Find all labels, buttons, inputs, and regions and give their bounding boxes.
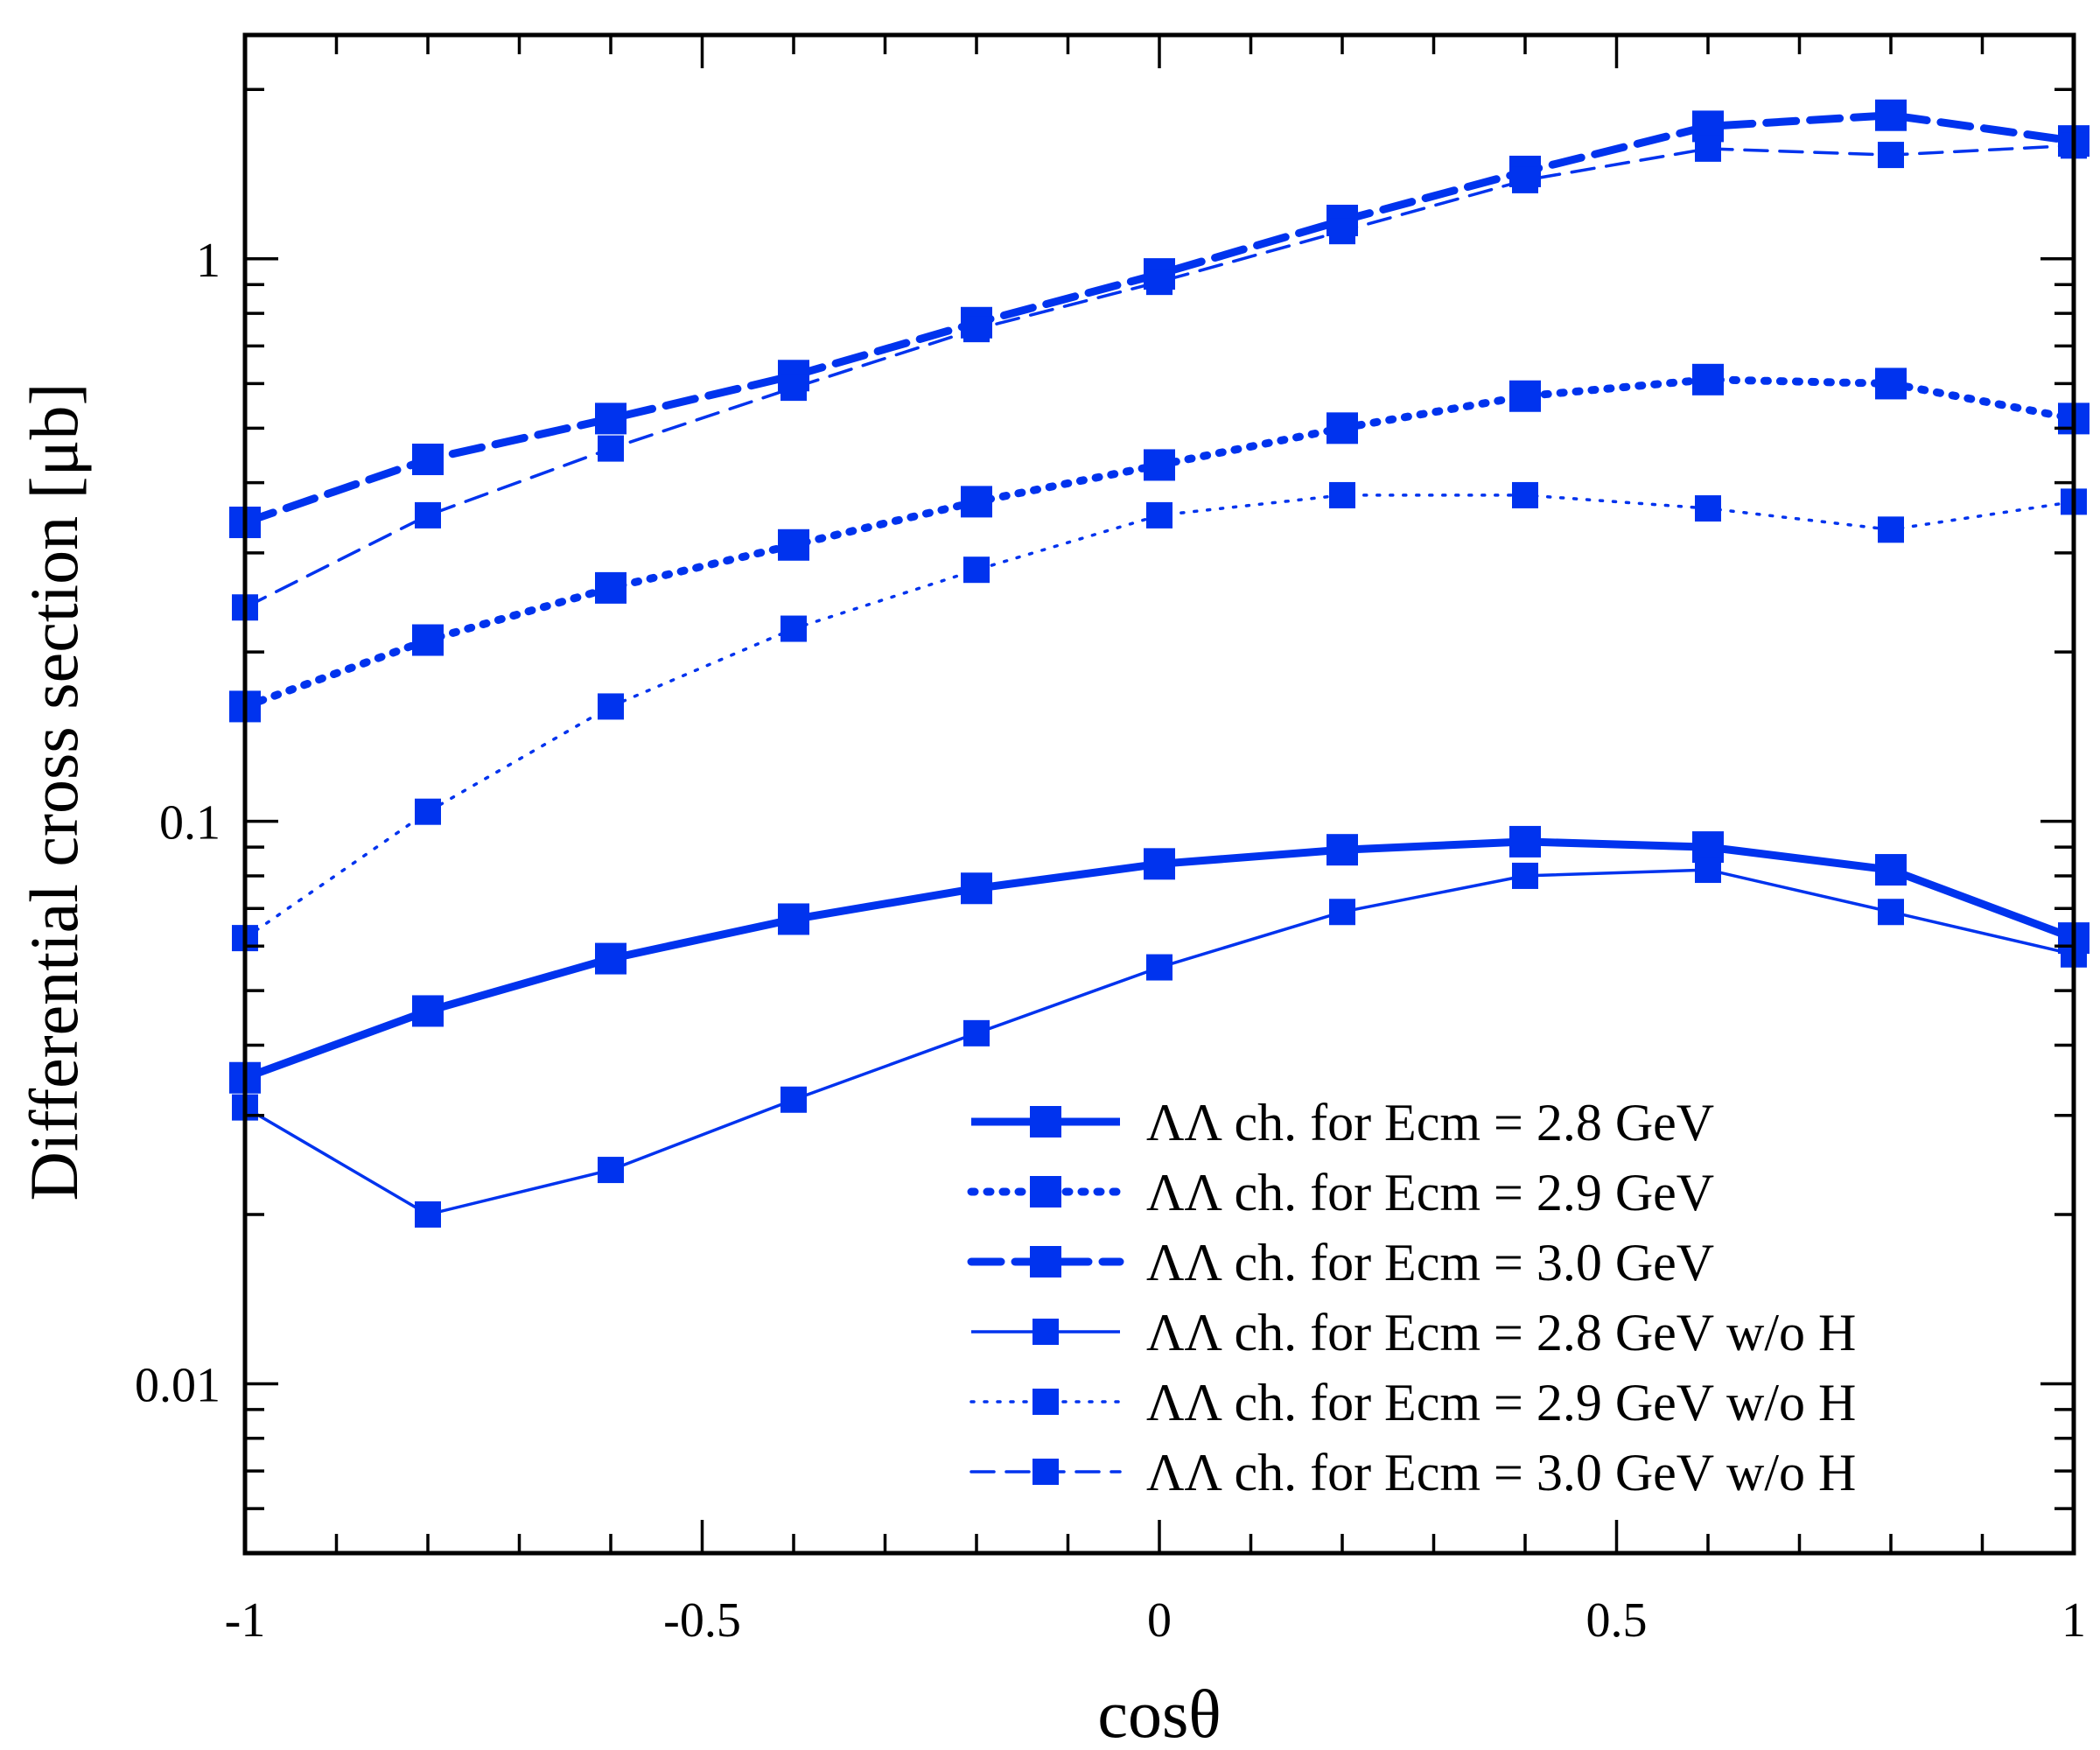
legend-marker-2	[1030, 1176, 1061, 1208]
series-4-point-9	[1695, 857, 1721, 884]
series-2-point-4	[778, 528, 809, 561]
series-1-point-4	[778, 903, 809, 935]
series-2-point-9	[1692, 363, 1724, 396]
series-2-point-10	[1875, 368, 1907, 400]
legend-marker-3	[1030, 1246, 1061, 1278]
series-2-point-8	[1509, 380, 1541, 412]
series-5-point-9	[1695, 495, 1721, 522]
series-1-point-3	[595, 942, 626, 975]
series-1-point-8	[1509, 825, 1541, 858]
legend-label-1: ΛΛ ch. for Ecm = 2.8 GeV	[1146, 1094, 1714, 1152]
series-5-point-2	[415, 798, 441, 825]
series-4-point-2	[415, 1200, 441, 1228]
series-group	[229, 99, 2090, 1228]
series-2-point-7	[1326, 412, 1358, 444]
y-tick-label: 0.1	[159, 796, 220, 850]
legend-label-3: ΛΛ ch. for Ecm = 3.0 GeV	[1146, 1234, 1714, 1292]
x-tick-label: 1	[2062, 1593, 2086, 1648]
series-6-point-10	[1878, 142, 1904, 169]
series-2-point-5	[961, 486, 992, 518]
ticks-group	[243, 35, 2076, 1555]
series-4-point-10	[1878, 899, 1904, 926]
series-6-point-9	[1695, 135, 1721, 162]
legend: ΛΛ ch. for Ecm = 2.8 GeV ΛΛ ch. for Ecm =…	[967, 1094, 1856, 1502]
series-1-point-7	[1326, 834, 1358, 866]
legend-label-6: ΛΛ ch. for Ecm = 3.0 GeV w/o H	[1146, 1444, 1856, 1502]
y-tick-label: 0.01	[135, 1358, 220, 1412]
y-axis-title: Differential cross section [μb]	[16, 383, 92, 1201]
series-1-point-2	[412, 995, 444, 1027]
y-tick-label: 1	[196, 234, 220, 288]
series-4-point-7	[1329, 899, 1355, 926]
series-6-point-6	[1146, 269, 1172, 296]
series-6-point-4	[780, 374, 807, 402]
legend-marker-1	[1030, 1106, 1061, 1138]
series-4-point-4	[780, 1086, 807, 1113]
series-6-point-3	[598, 435, 624, 462]
series-2-point-2	[412, 624, 444, 656]
series-6-point-8	[1512, 166, 1538, 193]
series-5-point-10	[1878, 516, 1904, 543]
series-4-point-3	[598, 1157, 624, 1184]
series-4-point-6	[1146, 954, 1172, 981]
series-1-point-10	[1875, 854, 1907, 886]
series-6-point-5	[963, 316, 990, 343]
series-4-point-8	[1512, 862, 1538, 889]
series-2-point-3	[595, 571, 626, 604]
series-5-point-8	[1512, 481, 1538, 508]
series-line-5	[243, 494, 2076, 940]
series-5-point-3	[598, 693, 624, 720]
series-line-6	[243, 144, 2076, 609]
series-2-point-6	[1144, 449, 1175, 481]
x-tick-label: -1	[225, 1593, 266, 1648]
series-5-point-7	[1329, 481, 1355, 508]
series-6-point-2	[415, 501, 441, 528]
series-1-point-5	[961, 872, 992, 905]
legend-label-5: ΛΛ ch. for Ecm = 2.9 GeV w/o H	[1146, 1374, 1856, 1432]
x-axis-title: cosθ	[1097, 1676, 1221, 1750]
series-5-point-6	[1146, 501, 1172, 528]
tick-labels-group: -1 -0.5 0 0.5 1 0.01 0.1 1	[135, 234, 2086, 1648]
series-3-point-10	[1875, 99, 1907, 131]
series-line-4	[244, 868, 2075, 1216]
series-6-point-7	[1329, 218, 1355, 245]
series-3-point-3	[595, 402, 626, 435]
series-5-point-4	[780, 615, 807, 642]
x-tick-label: -0.5	[663, 1593, 741, 1648]
legend-marker-6	[1032, 1459, 1059, 1485]
legend-label-2: ΛΛ ch. for Ecm = 2.9 GeV	[1146, 1164, 1714, 1222]
series-4-point-5	[963, 1019, 990, 1046]
x-tick-label: 0	[1147, 1593, 1172, 1648]
series-line-2	[241, 375, 2078, 710]
legend-marker-4	[1032, 1319, 1059, 1345]
series-1-point-6	[1144, 848, 1175, 880]
legend-label-4: ΛΛ ch. for Ecm = 2.8 GeV w/o H	[1146, 1304, 1856, 1362]
legend-marker-5	[1032, 1389, 1059, 1415]
x-tick-label: 0.5	[1586, 1593, 1648, 1648]
series-5-point-5	[963, 556, 990, 584]
series-3-point-2	[412, 444, 444, 476]
